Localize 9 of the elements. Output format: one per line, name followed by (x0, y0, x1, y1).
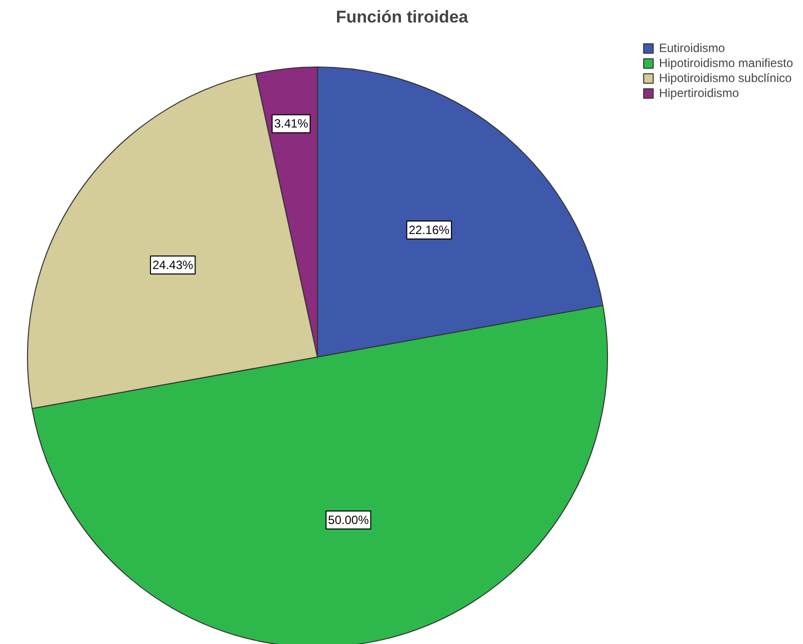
legend-label: Hipertiroidismo (658, 86, 739, 100)
data-label: 22.16% (408, 222, 450, 237)
legend-label: Eutiroidismo (658, 41, 725, 55)
legend-label: Hipotiroidismo manifiesto (658, 56, 793, 70)
data-label: 50.00% (328, 513, 370, 528)
legend-label: Hipotiroidismo subclínico (658, 71, 792, 85)
chart-title: Función tiroidea (336, 8, 469, 26)
data-label: 24.43% (152, 258, 194, 272)
data-label: 3.41% (274, 116, 308, 131)
